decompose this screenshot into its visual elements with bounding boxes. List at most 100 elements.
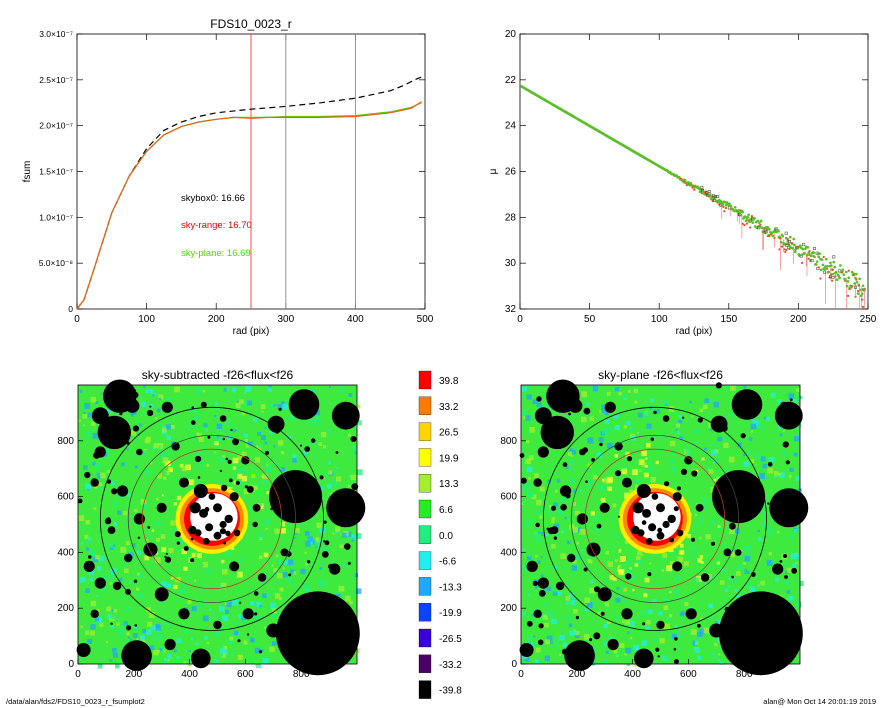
image-noise-pixel — [274, 593, 281, 599]
image-noise-pixel — [237, 571, 243, 578]
image-noise-pixel — [237, 473, 243, 479]
image-noise-pixel — [148, 611, 155, 618]
image-noise-pixel — [80, 542, 84, 545]
masked-source — [596, 523, 602, 529]
image-noise-pixel — [557, 508, 564, 515]
image-noise-pixel — [78, 515, 85, 521]
image-noise-pixel — [701, 561, 704, 564]
image-noise-pixel — [621, 620, 625, 623]
image-noise-pixel — [115, 483, 119, 487]
image-noise-pixel — [307, 536, 313, 542]
image-noise-pixel — [288, 436, 292, 439]
image-noise-pixel — [794, 436, 800, 442]
masked-source — [191, 648, 211, 669]
image-noise-pixel — [241, 412, 245, 416]
image-noise-pixel — [219, 652, 223, 657]
image-noise-pixel — [141, 402, 147, 407]
image-noise-pixel — [559, 653, 562, 656]
image-noise-pixel — [304, 551, 307, 554]
image-noise-pixel — [176, 495, 182, 501]
image-noise-pixel — [303, 449, 309, 455]
profile-point — [819, 268, 823, 272]
image-noise-pixel — [115, 663, 120, 669]
image-noise-pixel — [188, 479, 195, 486]
masked-source — [193, 484, 208, 498]
image-noise-pixel — [523, 483, 529, 490]
image-noise-pixel — [182, 582, 188, 587]
profile-point — [743, 215, 747, 218]
image-noise-pixel — [269, 646, 275, 653]
image-noise-pixel — [675, 428, 678, 431]
image-noise-pixel — [241, 451, 247, 457]
image-noise-pixel — [251, 393, 255, 397]
image-noise-pixel — [540, 574, 544, 578]
image-noise-pixel — [259, 555, 263, 559]
image-noise-pixel — [99, 622, 104, 627]
image-noise-pixel — [662, 406, 666, 410]
masked-source — [282, 614, 289, 621]
masked-source — [200, 401, 207, 408]
image-noise-pixel — [528, 455, 534, 460]
image-noise-pixel — [624, 492, 631, 499]
image-noise-pixel — [137, 572, 140, 576]
masked-source — [774, 401, 803, 430]
image-noise-pixel — [531, 494, 537, 500]
masked-source — [615, 470, 622, 477]
profile-point — [764, 230, 768, 234]
image-noise-pixel — [237, 400, 239, 403]
image-noise-pixel — [237, 654, 243, 660]
image-noise-pixel — [157, 473, 163, 479]
masked-source — [653, 410, 657, 415]
profile-point — [756, 219, 760, 223]
image-noise-pixel — [714, 442, 718, 446]
profile-point — [812, 251, 816, 255]
image-noise-pixel — [198, 436, 204, 442]
sky-annotation: sky-range: 16.70 — [181, 220, 252, 231]
image-noise-pixel — [110, 625, 114, 629]
x-tick-label: 500 — [417, 314, 434, 325]
image-noise-pixel — [90, 600, 97, 607]
image-noise-pixel — [592, 385, 599, 392]
masked-source — [228, 478, 233, 483]
image-noise-pixel — [244, 391, 247, 394]
profile-point — [861, 305, 865, 308]
masked-source — [137, 536, 141, 539]
image-noise-pixel — [544, 622, 549, 628]
profile-point — [750, 215, 754, 218]
image-noise-pixel — [144, 641, 148, 645]
masked-source — [695, 503, 704, 512]
masked-source — [239, 601, 242, 604]
profile-point — [855, 280, 859, 284]
image-noise-pixel — [639, 469, 642, 472]
image-noise-pixel — [795, 552, 799, 557]
y-tick-label: 28 — [505, 212, 517, 223]
profile-point — [813, 247, 816, 251]
image-noise-pixel — [297, 587, 300, 590]
image-noise-pixel — [231, 387, 237, 393]
image-noise-pixel — [188, 663, 192, 667]
image-noise-pixel — [742, 562, 746, 565]
image-noise-pixel — [683, 561, 689, 567]
image-noise-pixel — [255, 615, 261, 621]
image-noise-pixel — [717, 637, 722, 642]
image-noise-pixel — [594, 525, 601, 532]
image-noise-pixel — [155, 623, 160, 628]
masked-source — [252, 521, 258, 528]
profile-point — [788, 247, 791, 250]
image-noise-pixel — [709, 428, 713, 431]
y-axis-label: μ — [488, 168, 499, 174]
image-noise-pixel — [531, 618, 535, 622]
profile-point — [800, 261, 804, 264]
image-noise-pixel — [766, 528, 773, 535]
image-noise-pixel — [598, 437, 604, 443]
image-noise-pixel — [355, 648, 360, 654]
image-noise-pixel — [101, 574, 107, 580]
profile-point — [777, 230, 780, 233]
masked-source — [785, 405, 789, 409]
image-noise-pixel — [760, 456, 766, 462]
masked-source — [656, 503, 665, 513]
image-noise-pixel — [332, 532, 335, 535]
plot-frame — [519, 33, 869, 310]
image-noise-pixel — [272, 612, 277, 617]
